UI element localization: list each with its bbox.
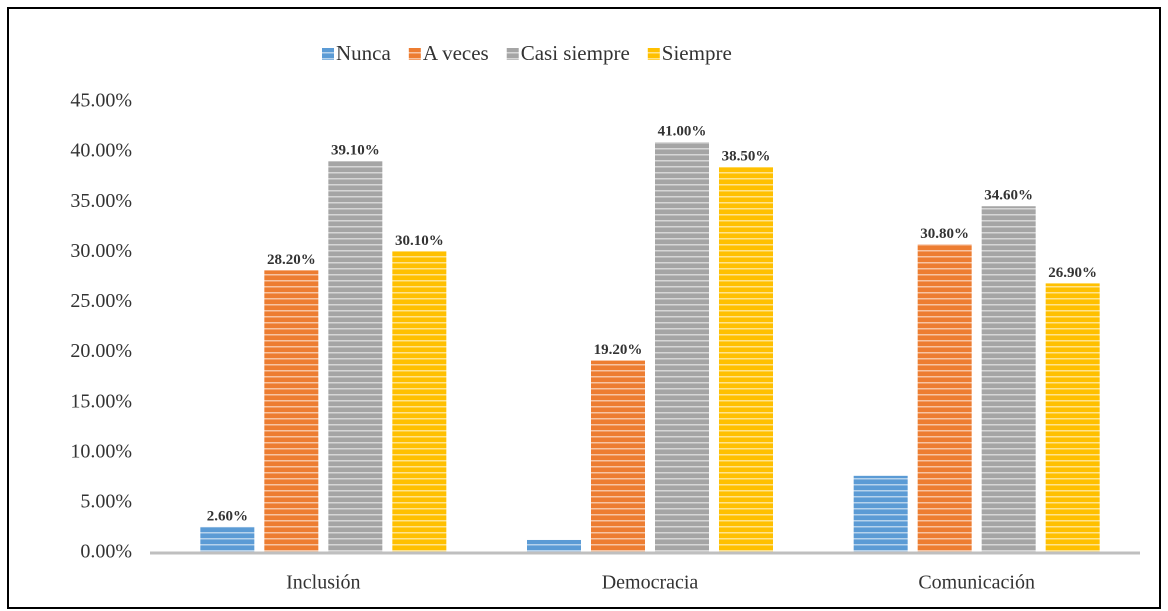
bar (591, 360, 645, 553)
bar (981, 206, 1036, 553)
data-label: 30.10% (395, 233, 444, 249)
bar (1045, 283, 1100, 553)
data-label: 30.80% (920, 226, 969, 242)
y-tick-label: 0.00% (80, 541, 132, 563)
y-tick-label: 40.00% (70, 140, 132, 162)
data-label: 34.60% (984, 188, 1033, 204)
y-tick-label: 35.00% (70, 190, 132, 212)
bar (328, 161, 383, 553)
bar (853, 475, 908, 553)
y-tick-label: 20.00% (70, 340, 132, 362)
legend-label: Casi siempre (521, 41, 630, 65)
data-label: 41.00% (658, 124, 707, 140)
data-label: 19.20% (594, 342, 643, 358)
y-tick-label: 5.00% (80, 490, 132, 512)
data-label: 28.20% (267, 252, 316, 268)
data-label: 2.60% (207, 508, 248, 524)
bar (527, 539, 581, 553)
y-tick-label: 25.00% (70, 290, 132, 312)
legend-label: Nunca (336, 41, 391, 65)
y-tick-label: 30.00% (70, 240, 132, 262)
x-tick-label: Inclusión (286, 572, 360, 594)
data-label: 26.90% (1048, 265, 1097, 281)
data-label: 39.10% (331, 143, 380, 159)
x-tick-label: Comunicación (918, 572, 1035, 594)
legend-swatch (647, 48, 660, 60)
bar (719, 167, 773, 553)
legend-label: Siempre (662, 41, 732, 65)
legend-swatch (322, 48, 334, 60)
bar (264, 270, 319, 553)
y-tick-label: 15.00% (70, 390, 132, 412)
legend-label: A veces (423, 41, 489, 65)
bar (200, 526, 255, 553)
y-tick-label: 10.00% (70, 440, 132, 462)
legend-swatch (408, 48, 421, 60)
x-tick-label: Democracia (602, 572, 699, 594)
data-label: 38.50% (722, 149, 771, 165)
legend-swatch (506, 48, 519, 60)
y-tick-label: 45.00% (70, 90, 132, 112)
bar (392, 251, 447, 553)
bar (655, 142, 709, 554)
bar (917, 244, 972, 553)
